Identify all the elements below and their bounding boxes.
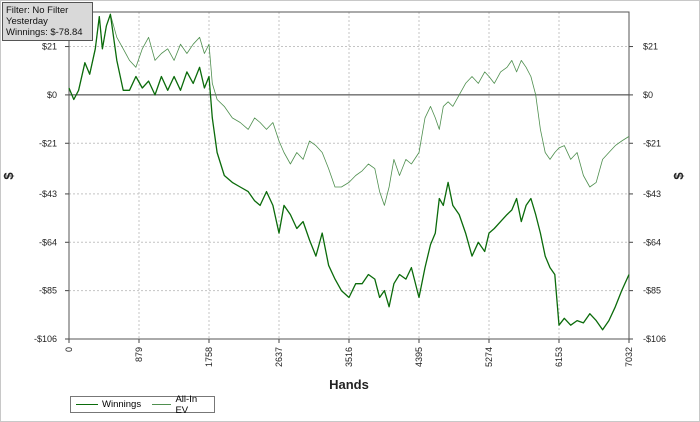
legend-label-allin-ev: All-In EV xyxy=(175,393,198,416)
y-tick-label-left: -$85 xyxy=(39,286,57,296)
legend-swatch-allin-ev xyxy=(152,404,172,405)
y-tick-label-right: $21 xyxy=(643,42,658,52)
y-tick-label-right: -$21 xyxy=(643,138,661,148)
plot-area-border xyxy=(68,11,630,340)
y-tick-label-right: -$64 xyxy=(643,237,661,247)
x-tick-label: 2637 xyxy=(274,347,284,367)
legend-item-allin-ev: All-In EV xyxy=(152,394,208,416)
x-tick-label: 879 xyxy=(134,347,144,362)
x-tick-label: 4395 xyxy=(414,347,424,367)
y-tick-label-left: -$43 xyxy=(39,189,57,199)
x-tick-label: 0 xyxy=(64,347,74,352)
x-tick-label: 7032 xyxy=(624,347,634,367)
x-tick-label: 5274 xyxy=(484,347,494,367)
legend-swatch-winnings xyxy=(76,404,98,405)
y-tick-label-left: $0 xyxy=(47,90,57,100)
legend: Winnings All-In EV xyxy=(70,394,215,416)
y-tick-label-right: -$106 xyxy=(643,334,666,344)
series-line-all-in-ev xyxy=(68,13,630,206)
series-line-winnings xyxy=(68,13,630,331)
x-axis-title: Hands xyxy=(329,377,369,392)
y-tick-label-right: $0 xyxy=(643,90,653,100)
period-text: Yesterday xyxy=(6,16,48,27)
x-tick-label: 1758 xyxy=(204,347,214,367)
x-tick-label: 3516 xyxy=(344,347,354,367)
y-tick-label-right: -$85 xyxy=(643,286,661,296)
y-axis-title-left: $ xyxy=(1,172,16,180)
winnings-text: Winnings: $-78.84 xyxy=(6,27,83,38)
legend-label-winnings: Winnings xyxy=(102,399,142,410)
filter-info-box: Filter: No Filter Yesterday Winnings: $-… xyxy=(2,2,93,41)
y-axis-title-right: $ xyxy=(671,172,686,180)
y-tick-label-left: $21 xyxy=(42,42,57,52)
y-tick-label-left: -$21 xyxy=(39,138,57,148)
x-tick-label: 6153 xyxy=(554,347,564,367)
y-tick-label-left: -$64 xyxy=(39,237,57,247)
y-tick-label-right: -$43 xyxy=(643,189,661,199)
y-tick-label-left: -$106 xyxy=(34,334,57,344)
filter-text: Filter: No Filter xyxy=(6,5,69,16)
legend-item-winnings: Winnings xyxy=(76,399,141,410)
